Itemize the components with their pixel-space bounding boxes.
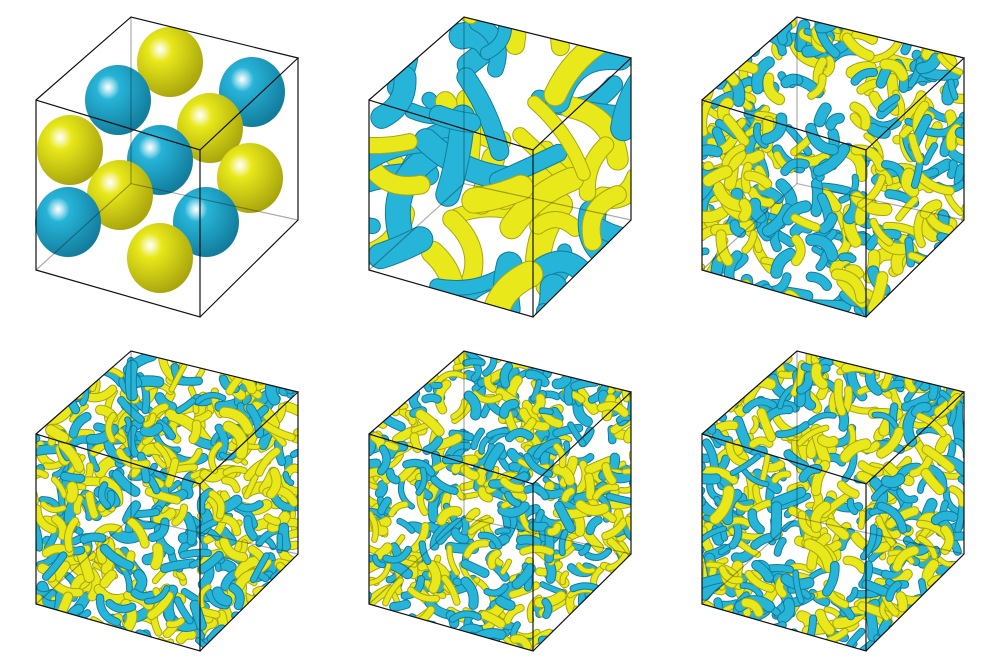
isosurface-panel-4 (0, 334, 333, 667)
isosurface-cube-svg (368, 350, 633, 652)
isosurface-structures (369, 17, 631, 317)
isosurface-cube-svg (701, 16, 966, 318)
cube-edges (701, 16, 966, 318)
isosurface-panel-5 (333, 334, 666, 667)
isosurface-cube-svg (35, 350, 300, 652)
cube-edges (35, 350, 300, 652)
isosurface-panel-1 (0, 0, 333, 333)
isosurface-panel-6 (666, 334, 999, 667)
cube-edges (35, 16, 300, 318)
isosurface-panel-3 (666, 0, 999, 333)
isosurface-panel-2 (333, 0, 666, 333)
isosurface-cube-svg (368, 16, 633, 318)
isosurface-blobs (35, 27, 285, 293)
isosurface-structures (702, 17, 964, 317)
cube-edges (368, 16, 633, 318)
isosurface-cube-svg (35, 16, 300, 318)
cube-edges (701, 350, 966, 652)
isosurface-structures (702, 351, 964, 651)
cube-edges (368, 350, 633, 652)
isosurface-cube-svg (701, 350, 966, 652)
